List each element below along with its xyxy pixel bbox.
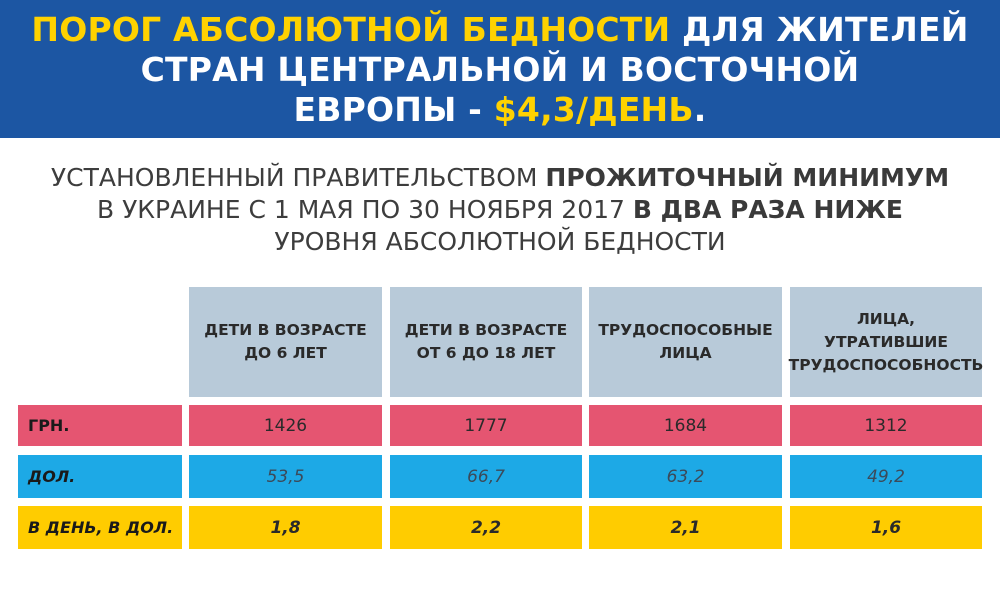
table-cell: 49,2 <box>790 455 982 498</box>
title-line-3-a: ЕВРОПЫ - <box>293 90 494 129</box>
table-cell: 1,6 <box>790 506 982 549</box>
header-text: ЛИЦА <box>659 344 712 362</box>
title-line-2: СТРАН ЦЕНТРАЛЬНОЙ И ВОСТОЧНОЙ <box>140 50 860 89</box>
header-text: ТРУДОСПОСОБНЫЕ <box>598 321 773 339</box>
column-header-children-6-18: ДЕТИ В ВОЗРАСТЕ ОТ 6 ДО 18 ЛЕТ <box>390 287 582 397</box>
subtitle-line-2: В УКРАИНЕ С 1 МАЯ ПО 30 НОЯБРЯ 2017 В ДВ… <box>0 194 1000 226</box>
column-header-disabled: ЛИЦА, УТРАТИВШИЕ ТРУДОСПОСОБНОСТЬ <box>788 287 984 397</box>
threshold-value: $4,3/ДЕНЬ <box>493 90 694 129</box>
table-cell: 66,7 <box>390 455 582 498</box>
header-text: ЛИЦА, <box>856 309 916 328</box>
table-cell: 53,5 <box>189 455 382 498</box>
table-cell: 1,8 <box>189 506 382 549</box>
column-header-working-age: ТРУДОСПОСОБНЫЕ ЛИЦА <box>589 287 782 397</box>
table-cell: 1777 <box>390 405 582 446</box>
table-cell: 63,2 <box>589 455 782 498</box>
title-line-1: ПОРОГ АБСОЛЮТНОЙ БЕДНОСТИ ДЛЯ ЖИТЕЛЕЙ <box>0 10 1000 50</box>
subtitle: УСТАНОВЛЕННЫЙ ПРАВИТЕЛЬСТВОМ ПРОЖИТОЧНЫЙ… <box>0 162 1000 258</box>
title-line-1-rest: ДЛЯ ЖИТЕЛЕЙ <box>670 10 969 49</box>
subtitle-line-2-bold: В ДВА РАЗА НИЖЕ <box>632 195 904 224</box>
title-line-3: ЕВРОПЫ - $4,3/ДЕНЬ. <box>0 90 1000 130</box>
title-highlight: ПОРОГ АБСОЛЮТНОЙ БЕДНОСТИ <box>31 10 671 49</box>
subtitle-line-2-a: В УКРАИНЕ С 1 МАЯ ПО 30 НОЯБРЯ 2017 <box>96 195 633 224</box>
subtitle-line-1-bold: ПРОЖИТОЧНЫЙ МИНИМУМ <box>545 163 950 192</box>
table-cell: 2,2 <box>390 506 582 549</box>
subtitle-line-1: УСТАНОВЛЕННЫЙ ПРАВИТЕЛЬСТВОМ ПРОЖИТОЧНЫЙ… <box>0 162 1000 194</box>
title-banner: ПОРОГ АБСОЛЮТНОЙ БЕДНОСТИ ДЛЯ ЖИТЕЛЕЙ СТ… <box>0 0 1000 138</box>
header-text: ДЕТИ В ВОЗРАСТЕ <box>204 321 367 339</box>
row-label-per-day-usd: В ДЕНЬ, В ДОЛ. <box>18 506 182 549</box>
row-label-usd: ДОЛ. <box>18 455 182 498</box>
subtitle-line-1-a: УСТАНОВЛЕННЫЙ ПРАВИТЕЛЬСТВОМ <box>50 163 546 192</box>
header-text: УТРАТИВШИЕ <box>824 332 948 351</box>
header-text: ТРУДОСПОСОБНОСТЬ <box>788 355 984 374</box>
table-cell: 2,1 <box>589 506 782 549</box>
table-cell: 1312 <box>790 405 982 446</box>
header-text: ДО 6 ЛЕТ <box>244 344 327 362</box>
header-text: ОТ 6 ДО 18 ЛЕТ <box>416 344 556 362</box>
column-header-children-under-6: ДЕТИ В ВОЗРАСТЕ ДО 6 ЛЕТ <box>189 287 382 397</box>
table-cell: 1426 <box>189 405 382 446</box>
subtitle-line-3: УРОВНЯ АБСОЛЮТНОЙ БЕДНОСТИ <box>274 227 726 256</box>
header-text: ДЕТИ В ВОЗРАСТЕ <box>404 321 568 339</box>
row-label-uah: ГРН. <box>18 405 182 446</box>
table-cell: 1684 <box>589 405 782 446</box>
title-line-3-b: . <box>693 90 707 129</box>
